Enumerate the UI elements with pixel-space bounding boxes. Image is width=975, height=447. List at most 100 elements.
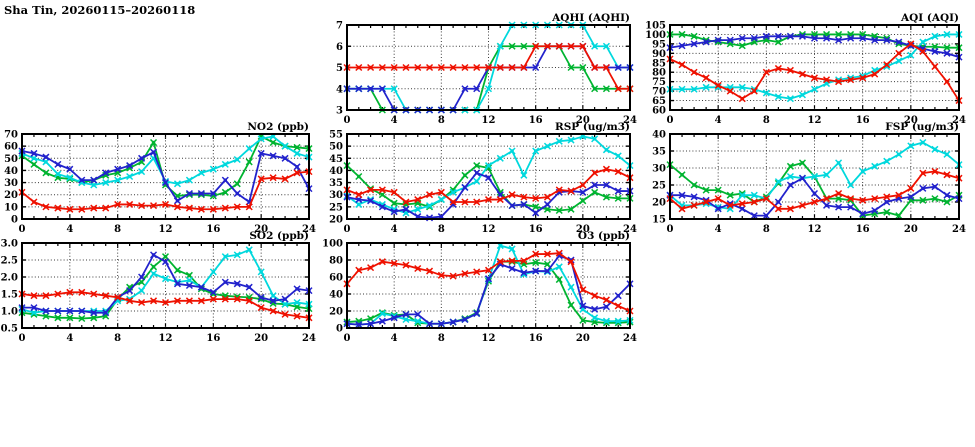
series-blue (18, 147, 313, 206)
y-tick-label: 20 (329, 215, 343, 226)
y-tick-label: 40 (652, 130, 666, 141)
series-red (343, 165, 634, 206)
x-tick-label: 24 (623, 224, 637, 235)
y-tick-label: 3.0 (1, 239, 18, 250)
x-tick-label: 8 (763, 115, 770, 126)
panel-title-rsp: RSP (ug/m3) (555, 121, 630, 133)
series-red (343, 249, 634, 315)
x-tick-label: 0 (344, 115, 351, 126)
plot-border (21, 133, 310, 220)
x-tick-label: 16 (529, 115, 543, 126)
x-tick-label: 16 (856, 115, 870, 126)
y-tick-label: 1.0 (1, 307, 18, 318)
y-tick-label: 35 (329, 178, 343, 189)
y-tick-label: 15 (652, 215, 666, 226)
x-tick-label: 4 (391, 333, 398, 344)
x-tick-label: 12 (159, 333, 173, 344)
y-tick-label: 6 (336, 42, 343, 53)
panel-title-no2: NO2 (ppb) (247, 121, 309, 133)
x-tick-label: 20 (904, 224, 918, 235)
x-tick-label: 24 (302, 333, 316, 344)
x-tick-label: 24 (623, 333, 637, 344)
y-tick-label: 70 (652, 87, 666, 98)
y-tick-label: 30 (329, 190, 343, 201)
x-tick-label: 8 (114, 333, 121, 344)
y-tick-label: 20 (652, 198, 666, 209)
page-title: Sha Tin, 20260115–20260118 (4, 3, 196, 17)
series-blue (666, 174, 963, 220)
x-tick-label: 4 (391, 115, 398, 126)
y-tick-label: 80 (652, 68, 666, 79)
y-tick-label: 55 (329, 130, 343, 141)
y-tick-label: 20 (4, 190, 18, 201)
chart-so2: 0.5 1.0 1.5 2.0 2.5 3.0 0 4 8 12 16 20 24 SO2 (ppb) (1, 230, 316, 344)
y-tick-label: 2.0 (1, 273, 18, 284)
y-tick-label: 80 (329, 256, 343, 267)
x-tick-label: 12 (808, 224, 822, 235)
y-tick-label: 30 (4, 178, 18, 189)
x-tick-label: 8 (438, 224, 445, 235)
y-tick-label: 100 (645, 30, 666, 41)
y-tick-label: 10 (4, 202, 18, 213)
plot-border (21, 242, 310, 329)
x-tick-label: 0 (344, 333, 351, 344)
x-tick-label: 20 (576, 333, 590, 344)
x-tick-label: 0 (344, 224, 351, 235)
panel-title-fsp: FSP (ug/m3) (885, 121, 959, 133)
y-tick-label: 60 (4, 142, 18, 153)
y-tick-label: 1.5 (1, 290, 18, 301)
panel-title-aqi: AQI (AQI) (900, 12, 959, 24)
x-tick-label: 12 (482, 333, 496, 344)
y-tick-label: 30 (652, 164, 666, 175)
x-tick-label: 16 (206, 333, 220, 344)
panel-title-so2: SO2 (ppb) (249, 230, 309, 242)
x-tick-label: 16 (529, 333, 543, 344)
x-tick-label: 12 (808, 115, 822, 126)
x-tick-label: 12 (482, 115, 496, 126)
panel-title-o3: O3 (ppb) (578, 230, 630, 242)
x-tick-label: 0 (667, 224, 674, 235)
y-tick-label: 40 (329, 290, 343, 301)
x-tick-label: 24 (302, 224, 316, 235)
y-tick-label: 50 (4, 154, 18, 165)
y-tick-label: 95 (652, 39, 666, 50)
y-tick-label: 25 (652, 181, 666, 192)
chart-fsp: 15 20 25 30 35 40 0 4 8 12 16 20 24 FSP (ug/m3) (652, 121, 966, 235)
series-red (343, 42, 634, 93)
plot-border (669, 133, 960, 220)
y-tick-label: 40 (4, 166, 18, 177)
y-tick-label: 40 (329, 166, 343, 177)
y-tick-label: 7 (336, 21, 343, 32)
x-tick-label: 16 (206, 224, 220, 235)
y-tick-label: 60 (652, 106, 666, 117)
y-tick-label: 2.5 (1, 256, 18, 267)
y-tick-label: 35 (652, 147, 666, 158)
y-tick-label: 3 (336, 106, 343, 117)
y-tick-label: 5 (336, 63, 343, 74)
series-red (18, 288, 313, 322)
x-tick-label: 8 (114, 224, 121, 235)
x-tick-label: 20 (254, 333, 268, 344)
plot-border (346, 242, 631, 329)
plot-border (669, 24, 960, 111)
y-tick-label: 70 (4, 130, 18, 141)
y-tick-label: 50 (329, 142, 343, 153)
x-tick-label: 0 (19, 333, 26, 344)
y-tick-label: 4 (336, 84, 343, 95)
x-tick-label: 24 (952, 224, 966, 235)
x-tick-label: 20 (254, 224, 268, 235)
x-tick-label: 0 (667, 115, 674, 126)
x-tick-label: 12 (482, 224, 496, 235)
y-tick-label: 0 (336, 324, 343, 335)
x-tick-label: 20 (576, 115, 590, 126)
x-tick-label: 4 (715, 115, 722, 126)
y-tick-label: 90 (652, 49, 666, 60)
y-tick-label: 20 (329, 307, 343, 318)
x-tick-label: 8 (438, 333, 445, 344)
plot-border (346, 133, 631, 220)
y-tick-label: 85 (652, 58, 666, 69)
chart-aqhi: 3 4 5 6 7 0 4 8 12 16 20 24 AQHI (AQHI) (336, 12, 637, 126)
series-cyan (18, 132, 313, 189)
